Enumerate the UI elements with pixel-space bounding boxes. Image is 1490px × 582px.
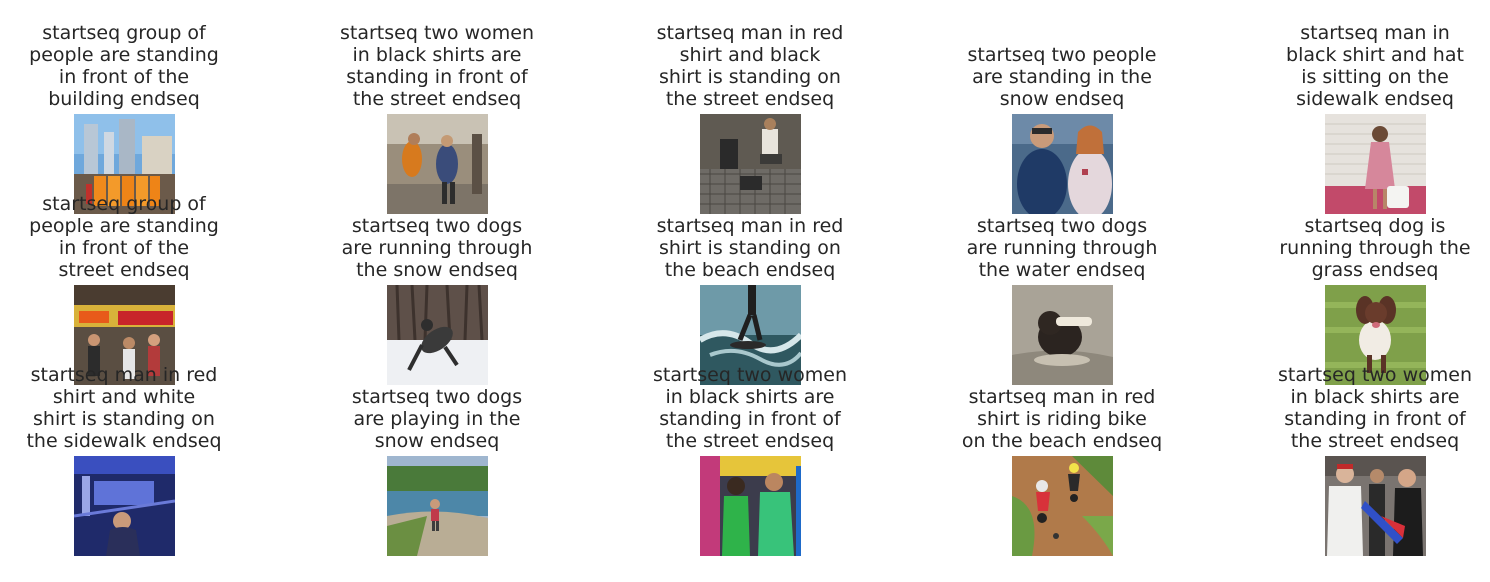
caption-line: the snow endseq	[356, 259, 518, 281]
photo-thumbnail	[387, 285, 488, 385]
caption-line: sidewalk endseq	[1296, 88, 1454, 110]
caption-line: startseq man in	[1300, 22, 1450, 44]
caption-line: in black shirts are	[352, 44, 522, 66]
caption: startseq two people are standing in the …	[913, 44, 1211, 110]
photo-thumbnail	[387, 456, 488, 556]
caption: startseq two dogs are playing in the sno…	[288, 386, 586, 452]
caption: startseq two dogs are running through th…	[288, 215, 586, 281]
caption-line: startseq two dogs	[351, 215, 523, 237]
caption-line: shirt is standing on	[659, 66, 841, 88]
caption-line: are running through	[966, 237, 1158, 259]
photo-thumbnail	[1012, 285, 1113, 385]
caption-line: the beach endseq	[664, 259, 836, 281]
caption-line: on the beach endseq	[961, 430, 1163, 452]
caption-line: snow endseq	[374, 430, 500, 452]
caption: startseq man in black shirt and hat is s…	[1226, 22, 1490, 110]
caption-line: startseq two people	[967, 44, 1157, 66]
caption-line: shirt and white	[52, 386, 196, 408]
caption-line: people are standing	[29, 215, 219, 237]
photo-thumbnail	[74, 285, 175, 385]
caption-line: the street endseq	[352, 88, 522, 110]
caption-line: startseq group of	[42, 22, 206, 44]
caption-line: standing in front of	[659, 408, 841, 430]
photo-thumbnail	[1325, 285, 1426, 385]
caption-line: startseq group of	[42, 193, 206, 215]
caption-line: grass endseq	[1311, 259, 1439, 281]
caption-line: shirt is riding bike	[977, 408, 1147, 430]
caption-line: startseq two women	[1278, 364, 1472, 386]
photo-thumbnail	[700, 285, 801, 385]
photo-thumbnail	[700, 114, 801, 214]
caption: startseq man in red shirt and black shir…	[601, 22, 899, 110]
caption-line: startseq man in red	[968, 386, 1156, 408]
caption-line: snow endseq	[999, 88, 1125, 110]
caption-line: startseq man in red	[656, 215, 844, 237]
caption-line: startseq two dogs	[351, 386, 523, 408]
photo-thumbnail	[387, 114, 488, 214]
caption-line: are running through	[341, 237, 533, 259]
caption: startseq group of people are standing in…	[0, 22, 273, 110]
caption: startseq two women in black shirts are s…	[1226, 364, 1490, 452]
caption: startseq two women in black shirts are s…	[601, 364, 899, 452]
caption-line: the sidewalk endseq	[26, 430, 222, 452]
caption-line: shirt is standing on	[659, 237, 841, 259]
caption-line: in black shirts are	[665, 386, 835, 408]
caption-line: are playing in the	[353, 408, 521, 430]
caption: startseq man in red shirt is standing on…	[601, 215, 899, 281]
caption-line: is sitting on the	[1301, 66, 1449, 88]
caption-line: running through the	[1279, 237, 1471, 259]
caption-line: in front of the	[58, 237, 190, 259]
caption-line: shirt is standing on	[33, 408, 215, 430]
caption-line: startseq two women	[340, 22, 534, 44]
caption-line: the street endseq	[665, 88, 835, 110]
caption: startseq dog is running through the gras…	[1226, 215, 1490, 281]
caption: startseq two dogs are running through th…	[913, 215, 1211, 281]
caption-line: startseq dog is	[1304, 215, 1446, 237]
photo-thumbnail	[1012, 456, 1113, 556]
caption-line: street endseq	[58, 259, 190, 281]
photo-thumbnail	[1325, 456, 1426, 556]
caption-line: black shirt and hat	[1286, 44, 1464, 66]
caption-line: people are standing	[29, 44, 219, 66]
photo-thumbnail	[74, 114, 175, 214]
caption-line: standing in front of	[346, 66, 528, 88]
caption-line: shirt and black	[679, 44, 821, 66]
caption-line: are standing in the	[972, 66, 1152, 88]
caption: startseq man in red shirt is riding bike…	[913, 386, 1211, 452]
photo-thumbnail	[1325, 114, 1426, 214]
caption-line: startseq man in red	[30, 364, 218, 386]
photo-thumbnail	[700, 456, 801, 556]
caption: startseq man in red shirt and white shir…	[0, 364, 273, 452]
caption-line: in black shirts are	[1290, 386, 1460, 408]
photo-thumbnail	[74, 456, 175, 556]
caption-line: the street endseq	[665, 430, 835, 452]
photo-thumbnail	[1012, 114, 1113, 214]
caption: startseq two women in black shirts are s…	[288, 22, 586, 110]
caption-line: in front of the	[58, 66, 190, 88]
caption-line: the water endseq	[978, 259, 1146, 281]
caption-line: startseq two women	[653, 364, 847, 386]
caption-line: startseq two dogs	[976, 215, 1148, 237]
caption-line: standing in front of	[1284, 408, 1466, 430]
caption-line: building endseq	[48, 88, 200, 110]
caption: startseq group of people are standing in…	[0, 193, 273, 281]
caption-line: the street endseq	[1290, 430, 1460, 452]
caption-line: startseq man in red	[656, 22, 844, 44]
